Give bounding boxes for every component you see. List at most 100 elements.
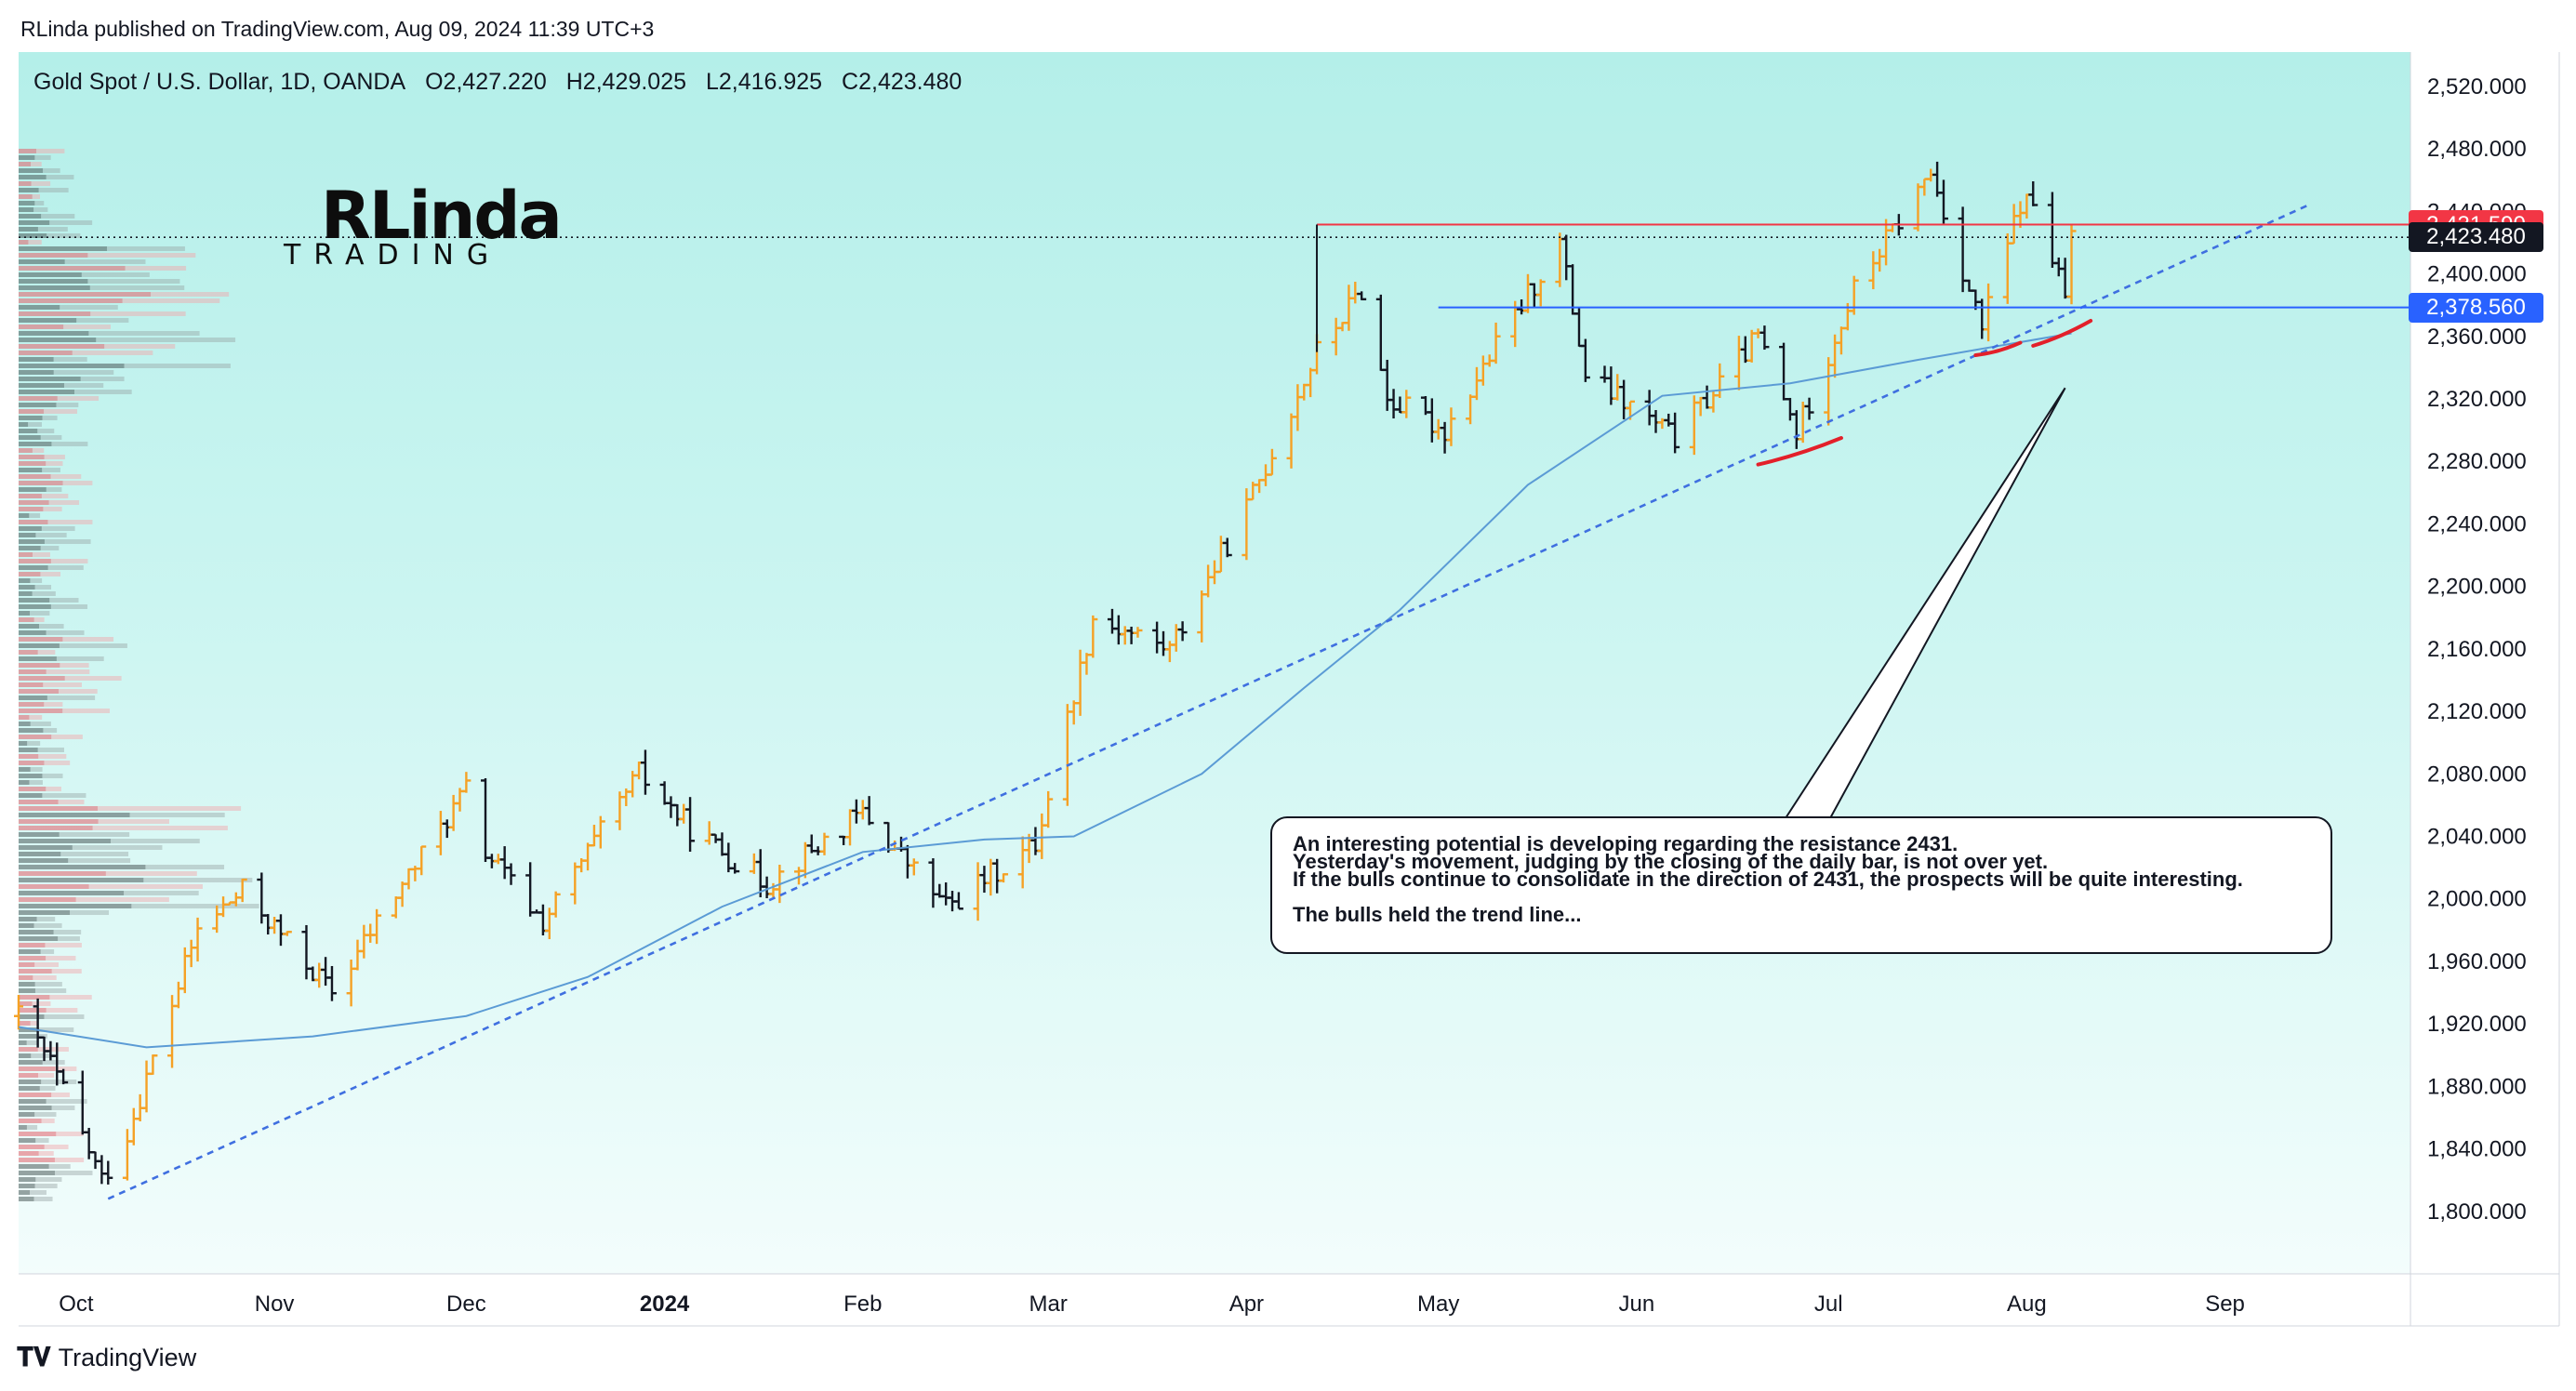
ohlc-bar [1113,615,1123,645]
ohlc-bar [845,809,856,846]
volume-profile-bar [19,168,44,173]
volume-profile-bar [44,455,65,459]
volume-profile-bar [50,474,82,479]
volume-profile-bar [36,149,65,153]
volume-profile-bar [44,539,91,544]
volume-profile-bar [57,396,100,401]
ohlc-bar [2047,192,2057,268]
ohlc-bar [1344,285,1354,331]
ohlc-bar [1670,412,1680,454]
volume-profile-bar [19,1184,35,1188]
volume-profile-bar [19,1106,52,1110]
volume-profile-bar [19,813,130,817]
price-chart[interactable]: 2,520.0002,480.0002,440.0002,400.0002,36… [0,0,2576,1339]
ohlc-bar [1740,336,1750,364]
volume-profile-bar [49,995,92,1000]
volume-profile-bar [30,767,43,772]
ohlc-bar [461,772,471,793]
volume-profile-bar [19,735,52,739]
volume-profile-bar [41,526,75,531]
volume-profile-bar [125,266,187,271]
support-price-tag[interactable]: 2,378.560 [2409,292,2543,323]
volume-profile-bar [19,715,30,720]
volume-profile-bar [19,910,71,915]
volume-profile-bar [19,1060,43,1065]
volume-profile-bar [19,1027,39,1032]
chart-pane[interactable] [19,52,2410,1274]
volume-profile-bar [19,897,76,902]
volume-profile-bar [19,689,60,694]
y-tick-label: 1,800.000 [2427,1199,2527,1225]
volume-profile-bar [30,611,50,616]
high-value: H2,429.025 [565,69,687,95]
volume-profile-bar [59,689,98,694]
volume-profile-bar [40,546,60,550]
ohlc-bar [928,858,938,908]
volume-profile-bar [19,533,36,537]
volume-profile-bar [46,1008,78,1013]
volume-profile-bar [19,637,63,642]
volume-profile-bar [19,155,35,160]
volume-profile-bar [63,325,111,329]
ohlc-bar [2028,180,2038,206]
volume-profile-bar [43,728,58,733]
ohlc-bar [634,762,644,780]
ohlc-bar [1388,389,1399,419]
volume-profile-bar [111,839,200,843]
footer-brand[interactable]: 𝐓𝐕 TradingView [17,1343,196,1373]
volume-profile-bar [19,728,44,733]
last-price-tag[interactable]: 2,423.480 [2409,222,2543,253]
volume-profile-bar [19,806,99,811]
volume-profile-bar [88,331,200,336]
volume-profile-bar [19,207,34,212]
volume-profile-bar [19,181,32,186]
volume-profile-bar [44,1014,85,1019]
ohlc-bar [704,821,714,845]
ohlc-bar [953,892,963,910]
volume-profile-bar [19,748,38,752]
volume-profile-bar [19,468,43,472]
tradingview-logo-icon: 𝐓𝐕 [17,1343,51,1371]
volume-profile-bar [19,279,88,284]
y-tick-label: 2,040.000 [2427,825,2527,850]
volume-profile-bar [19,246,108,251]
volume-profile-bar [19,585,35,590]
moving-average-line [18,332,2072,1049]
ohlc-bar [1555,232,1565,287]
volume-profile-bar [19,149,37,153]
volume-profile-bar [46,1099,87,1104]
volume-profile-bar [90,311,186,316]
volume-profile-bar [19,1008,46,1013]
ohlc-bar [365,923,376,943]
ohlc-bar [1535,279,1546,307]
volume-profile-bar [33,1197,53,1201]
volume-profile-bar [28,422,42,427]
volume-profile-bar [19,1073,39,1078]
volume-profile-bar [19,839,112,843]
volume-profile-bar [38,188,69,192]
ohlc-bar [1689,395,1699,456]
volume-profile-bar [32,194,41,199]
ohlc-bar [346,959,356,1007]
y-tick-label: 1,840.000 [2427,1137,2527,1162]
symbol-title[interactable]: Gold Spot / U.S. Dollar, 1D, OANDA [33,69,406,95]
volume-profile-bar [46,696,96,700]
volume-profile-bar [47,565,84,570]
volume-profile-bar [124,891,199,895]
volume-profile-bar [19,995,50,1000]
volume-profile-bar [89,285,185,290]
ohlc-bar [1306,367,1316,398]
annotation-callout[interactable]: An interesting potential is developing r… [1270,816,2332,954]
volume-profile-bar [29,780,43,785]
ohlc-bar [212,905,222,934]
volume-profile-bar [19,201,35,205]
volume-profile-bar [46,630,85,635]
ohlc-bar [1088,615,1098,658]
volume-profile-bar [42,416,58,420]
volume-profile-bar [64,259,146,264]
volume-profile-bar [19,227,38,232]
volume-profile-bar [151,292,230,297]
volume-profile-bar [48,500,80,505]
volume-profile-bar [33,975,57,980]
volume-profile-bar [19,357,54,362]
